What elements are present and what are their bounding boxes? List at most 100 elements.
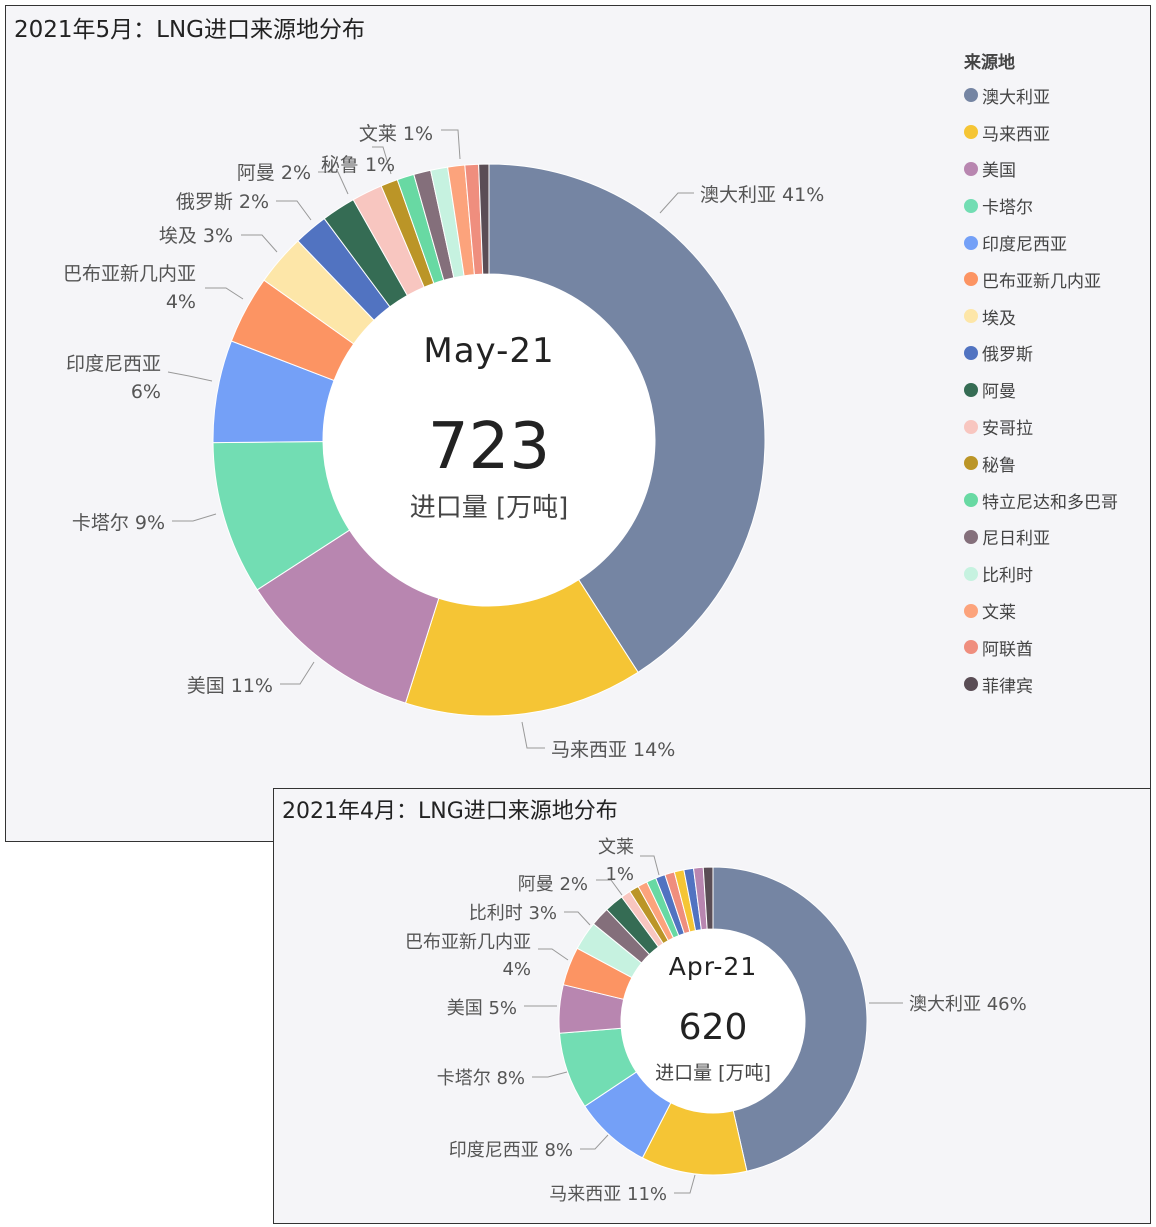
leader-line-0-俄罗斯 [276,200,312,221]
legend-item-菲律宾[interactable]: 菲律宾 [964,666,1118,703]
leader-line-0-阿曼 [318,171,349,195]
legend-label: 阿曼 [982,382,1016,403]
center-value-1: 620 [679,1007,748,1048]
legend-title: 来源地 [964,53,1015,73]
data-label-1-澳大利亚: 澳大利亚 46% [909,994,1027,1015]
data-label-1-文莱-line1: 文莱 [598,837,634,858]
data-label-1-印度尼西亚: 印度尼西亚 8% [449,1140,573,1161]
leader-line-1-文莱 [640,855,660,876]
donut-hole-1 [621,929,805,1113]
legend-item-安哥拉[interactable]: 安哥拉 [964,408,1118,445]
leader-line-0-美国 [280,661,315,685]
legend-item-文莱[interactable]: 文莱 [964,592,1118,629]
data-label-0-印度尼西亚-line1: 印度尼西亚 [66,353,161,375]
legend-label: 尼日利亚 [982,529,1050,550]
data-label-0-澳大利亚: 澳大利亚 41% [700,184,824,206]
legend-swatch [964,456,978,471]
legend-label: 安哥拉 [982,419,1033,440]
data-label-0-印度尼西亚-line2: 6% [131,381,161,403]
donut-hole-0 [323,274,655,606]
data-label-0-巴布亚新几内亚-line1: 巴布亚新几内亚 [63,263,196,285]
legend-swatch [964,198,978,213]
legend-label: 秘鲁 [982,455,1016,476]
legend-item-比利时[interactable]: 比利时 [964,555,1118,592]
center-value-0: 723 [428,410,550,484]
data-label-0-美国: 美国 11% [187,675,273,697]
legend-item-特立尼达和多巴哥[interactable]: 特立尼达和多巴哥 [964,482,1118,519]
leader-line-0-澳大利亚 [659,192,694,214]
data-label-1-阿曼: 阿曼 2% [518,874,588,895]
legend-swatch [964,640,978,655]
leader-line-0-埃及 [241,234,278,253]
chart-title-apr: 2021年4月：LNG进口来源地分布 [282,799,618,824]
center-title-1: Apr-21 [669,952,757,981]
legend-swatch [964,88,978,103]
legend-swatch [964,382,978,397]
legend-swatch [964,125,978,140]
legend-item-卡塔尔[interactable]: 卡塔尔 [964,187,1118,224]
legend-item-秘鲁[interactable]: 秘鲁 [964,445,1118,482]
leader-line-0-文莱 [441,129,461,160]
legend-item-巴布亚新几内亚[interactable]: 巴布亚新几内亚 [964,261,1118,298]
legend-swatch [964,235,978,250]
legend-label: 澳大利亚 [982,87,1050,108]
leader-line-1-阿曼 [596,879,623,896]
leader-line-1-印度尼西亚 [580,1134,609,1150]
legend-swatch [964,272,978,287]
data-label-1-美国: 美国 5% [447,998,517,1019]
legend-label: 巴布亚新几内亚 [982,271,1101,292]
legend-item-美国[interactable]: 美国 [964,151,1118,188]
leader-line-0-秘鲁 [372,146,392,175]
data-label-1-巴布亚新几内亚-line2: 4% [502,959,531,980]
data-label-0-阿曼: 阿曼 2% [237,162,311,184]
legend-label: 文莱 [982,603,1016,624]
legend-label: 印度尼西亚 [982,235,1067,256]
legend-label: 埃及 [982,308,1016,329]
legend-swatch [964,603,978,618]
center-title-0: May-21 [423,331,554,371]
data-label-0-埃及: 埃及 3% [159,225,233,247]
slice-1-澳大利亚[interactable] [712,866,868,1172]
legend-item-埃及[interactable]: 埃及 [964,298,1118,335]
data-label-1-文莱-line2: 1% [605,864,634,885]
data-label-0-文莱: 文莱 1% [359,123,433,145]
legend-swatch [964,309,978,324]
legend-item-澳大利亚[interactable]: 澳大利亚 [964,77,1118,114]
data-label-0-俄罗斯: 俄罗斯 2% [176,191,269,213]
leader-line-1-巴布亚新几内亚 [538,948,569,961]
legend-item-阿曼[interactable]: 阿曼 [964,371,1118,408]
legend-swatch [964,677,978,692]
leader-line-0-巴布亚新几内亚 [205,287,244,300]
legend-swatch [964,419,978,434]
legend-swatch [964,566,978,581]
data-label-0-巴布亚新几内亚-line2: 4% [166,291,196,313]
center-unit-0: 进口量 [万吨] [410,493,569,523]
legend-swatch [964,529,978,544]
legend-label: 美国 [982,161,1016,182]
leader-line-0-印度尼西亚 [167,371,213,382]
legend-swatch [964,161,978,176]
legend-label: 俄罗斯 [982,345,1033,366]
legend-label: 卡塔尔 [982,198,1033,219]
legend-item-俄罗斯[interactable]: 俄罗斯 [964,335,1118,372]
legend-label: 阿联酋 [982,639,1033,660]
legend-label: 比利时 [982,566,1033,587]
data-label-1-卡塔尔: 卡塔尔 8% [437,1068,525,1089]
legend-item-阿联酋[interactable]: 阿联酋 [964,629,1118,666]
legend-item-尼日利亚[interactable]: 尼日利亚 [964,519,1118,556]
legend-item-印度尼西亚[interactable]: 印度尼西亚 [964,224,1118,261]
legend-swatch [964,493,978,508]
legend-item-马来西亚[interactable]: 马来西亚 [964,114,1118,151]
leader-line-0-卡塔尔 [172,513,217,522]
legend-label: 马来西亚 [982,124,1050,145]
chart-title-may: 2021年5月：LNG进口来源地分布 [14,17,366,43]
data-label-0-马来西亚: 马来西亚 14% [551,739,675,761]
leader-line-1-卡塔尔 [532,1071,568,1078]
legend-swatch [964,345,978,360]
data-label-0-秘鲁: 秘鲁 1% [321,154,395,176]
leader-line-1-比利时 [564,911,591,926]
legend-label: 菲律宾 [982,676,1033,697]
data-label-1-巴布亚新几内亚-line1: 巴布亚新几内亚 [405,932,531,953]
data-label-1-比利时: 比利时 3% [469,903,557,924]
